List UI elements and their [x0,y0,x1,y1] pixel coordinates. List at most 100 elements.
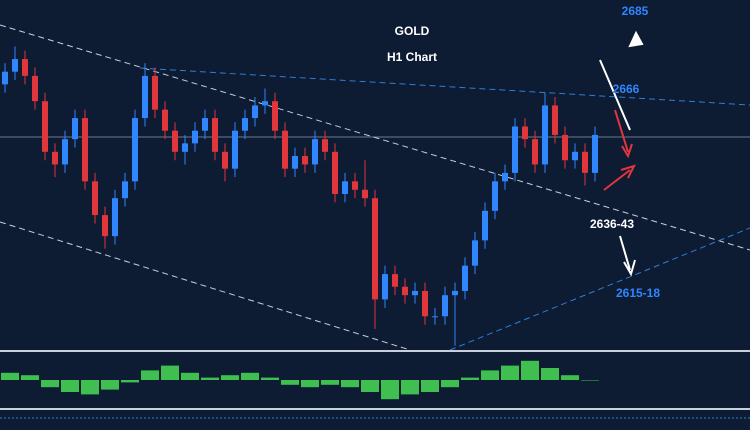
candle-body [452,290,458,296]
candle-body [352,181,358,190]
candle-body [142,75,148,119]
indicator-bar [221,375,239,380]
indicator-bar [81,380,99,395]
candle-body [62,139,68,165]
candle-body [482,210,488,241]
candle-body [282,130,288,169]
candle-body [392,274,398,287]
arrow [599,30,644,131]
candle-body [72,118,78,140]
candle-body [462,265,468,291]
indicator-bar [541,368,559,380]
indicator-bar [381,380,399,400]
candle-body [252,105,258,119]
indicator-bar [41,380,59,388]
trend-line [0,221,411,351]
candle-body [22,59,28,76]
candle-body [32,75,38,102]
candle-body [532,139,538,165]
candle-body [342,181,348,194]
candle-body [582,151,588,173]
indicator-bar [521,360,539,380]
arrows [599,30,644,277]
annotation: 2666 [613,82,640,96]
indicator-bar [281,380,299,385]
indicator-bar [421,380,439,392]
candle-body [372,198,378,300]
candle-body [202,118,208,131]
candle-body [272,101,278,131]
candle-body [562,134,568,161]
indicator-bar [361,380,379,392]
indicator-bar [181,372,199,380]
candle-body [92,181,98,216]
indicator-bar [201,377,219,380]
annotation: 2636-43 [590,217,634,231]
indicator-bar [241,372,259,380]
candle-body [242,118,248,131]
indicator-bar [321,380,339,385]
candle-body [382,274,388,300]
candle-body [592,134,598,173]
candle-body [422,290,428,317]
indicator-bar [341,380,359,388]
chart-subtitle: H1 Chart [387,50,437,64]
candle-body [362,189,368,199]
candle-body [2,71,8,85]
candle-body [42,101,48,152]
indicator-bar [301,380,319,388]
candle-body [182,143,188,152]
indicator-bar [401,380,419,395]
candle-body [552,105,558,135]
candle-body [82,118,88,182]
candle-body [292,156,298,169]
candle-body [512,126,518,173]
trend-line [139,67,750,106]
arrow [614,109,633,159]
indicator-bar [561,375,579,380]
candle-body [442,295,448,317]
candle-body [522,126,528,140]
candle-body [542,105,548,165]
indicator-bar [441,380,459,388]
candle-body [12,59,18,72]
indicator-bar [101,380,119,390]
indicator-bar [121,380,139,383]
candle-body [322,139,328,152]
candle-body [492,181,498,211]
annotation: 2685 [622,4,649,18]
indicator-bar [261,377,279,380]
candle-body [402,286,408,296]
candle-body [232,130,238,169]
arrow [603,164,636,191]
arrow [619,235,636,277]
candle-body [102,215,108,237]
candle-body [112,198,118,237]
candle-body [172,130,178,152]
indicator-bar [461,377,479,380]
candle-body [502,172,508,182]
candle-body [432,316,438,318]
candle-body [222,151,228,169]
trend-line [449,227,750,351]
candle-body [192,130,198,144]
candle-body [302,156,308,165]
indicator-bar [21,375,39,380]
indicator-bar [581,380,599,381]
indicator-bar [61,380,79,392]
candle-body [572,151,578,161]
indicator-bar [141,370,159,380]
indicator-bar [501,365,519,380]
candle-body [332,151,338,194]
candle-body [52,151,58,165]
candle-body [312,139,318,165]
chart-title: GOLD [395,24,430,38]
candle-body [152,75,158,110]
annotation: 2615-18 [616,286,660,300]
trend-line [0,24,750,251]
candle-body [132,118,138,182]
indicator-bar [1,372,19,380]
candle-body [212,118,218,152]
indicator-bar [481,370,499,380]
